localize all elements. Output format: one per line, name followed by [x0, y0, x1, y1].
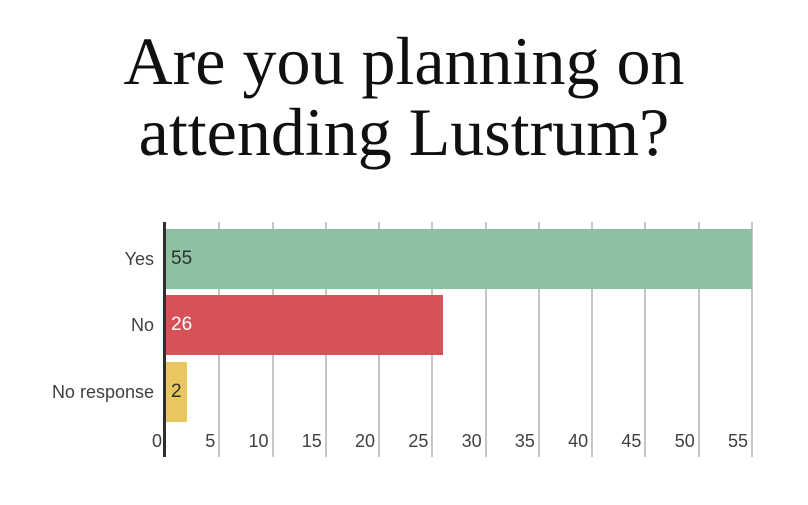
chart-title: Are you planning on attending Lustrum? — [123, 23, 685, 170]
gridline — [537, 222, 540, 457]
gridline — [751, 222, 753, 457]
x-tick-label: 30 — [461, 431, 482, 451]
gridline — [697, 222, 700, 457]
bar-value-label: 26 — [171, 314, 193, 336]
bar-value-label: 2 — [171, 381, 182, 402]
x-tick-label: 35 — [514, 431, 535, 451]
x-tick-label: 20 — [355, 431, 376, 451]
bar-value-label: 55 — [171, 247, 193, 269]
x-tick-label: 55 — [727, 431, 748, 451]
x-tick-label: 50 — [674, 431, 695, 451]
x-tick-label: 45 — [621, 431, 642, 451]
gridline — [591, 222, 594, 457]
category-label: No — [130, 315, 154, 336]
x-tick-label: 10 — [248, 431, 269, 451]
gridline — [644, 222, 647, 457]
bar: 26 — [166, 295, 444, 356]
bar: 55 — [166, 228, 752, 289]
y-axis-line — [163, 222, 166, 457]
x-tick-label: 15 — [301, 431, 322, 451]
bar: 2 — [166, 362, 188, 422]
x-tick-label: 40 — [568, 431, 589, 451]
gridline — [484, 222, 487, 457]
x-tick-label: 25 — [408, 431, 429, 451]
category-label: Yes — [124, 248, 154, 269]
category-label: No response — [51, 382, 154, 402]
x-tick-label: 5 — [205, 431, 216, 451]
x-tick-label: 0 — [151, 431, 162, 451]
